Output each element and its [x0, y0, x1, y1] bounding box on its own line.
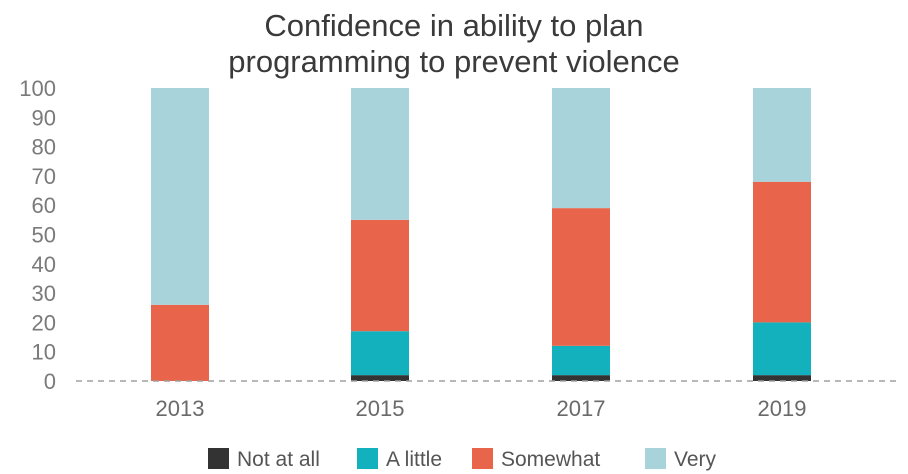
bar-segment-a-little-2017 [552, 345, 610, 376]
bar-segment-very-2017 [552, 88, 610, 209]
legend-label: Somewhat [501, 448, 600, 471]
legend-label: A little [386, 448, 442, 471]
legend: Not at all A little Somewhat Very [208, 448, 717, 471]
legend-swatch [645, 448, 666, 469]
x-axis: 2013 2015 2017 2019 [156, 396, 807, 421]
legend-swatch [357, 448, 378, 469]
x-tick-label: 2015 [356, 396, 405, 421]
chart-title-line-1: Confidence in ability to plan [264, 8, 643, 43]
y-tick-label: 50 [32, 223, 56, 248]
y-tick-label: 80 [32, 135, 56, 160]
bar-segment-somewhat-2019 [753, 181, 811, 323]
y-tick-label: 10 [32, 340, 56, 365]
legend-item-a-little: A little [357, 448, 442, 471]
bar-segment-very-2019 [753, 88, 811, 182]
y-tick-label: 0 [44, 369, 56, 394]
legend-label: Very [674, 448, 717, 471]
bar-segment-not-at-all-2017 [552, 375, 610, 381]
legend-label: Not at all [237, 448, 320, 471]
legend-item-somewhat: Somewhat [472, 448, 600, 471]
bar-segment-somewhat-2017 [552, 208, 610, 346]
x-tick-label: 2013 [156, 396, 205, 421]
bar-segment-very-2015 [351, 88, 409, 220]
bar-segment-a-little-2019 [753, 322, 811, 376]
bars [151, 88, 811, 381]
bar-segment-not-at-all-2019 [753, 375, 811, 381]
y-tick-label: 20 [32, 310, 56, 335]
bar-segment-very-2013 [151, 88, 209, 305]
y-tick-label: 30 [32, 281, 56, 306]
y-tick-label: 90 [32, 105, 56, 130]
y-tick-label: 40 [32, 252, 56, 277]
legend-swatch [208, 448, 229, 469]
chart-title: Confidence in ability to plan programmin… [228, 8, 679, 79]
y-axis: 0 10 20 30 40 50 60 70 80 90 100 [19, 76, 56, 394]
bar-segment-somewhat-2015 [351, 219, 409, 332]
y-tick-label: 60 [32, 193, 56, 218]
legend-item-not-at-all: Not at all [208, 448, 320, 471]
y-tick-label: 100 [19, 76, 56, 101]
chart-title-line-2: programming to prevent violence [228, 44, 679, 79]
legend-swatch [472, 448, 493, 469]
y-tick-label: 70 [32, 164, 56, 189]
x-tick-label: 2017 [557, 396, 606, 421]
legend-item-very: Very [645, 448, 717, 471]
bar-segment-not-at-all-2015 [351, 375, 409, 381]
bar-segment-a-little-2015 [351, 331, 409, 376]
x-tick-label: 2019 [758, 396, 807, 421]
bar-segment-somewhat-2013 [151, 304, 209, 381]
